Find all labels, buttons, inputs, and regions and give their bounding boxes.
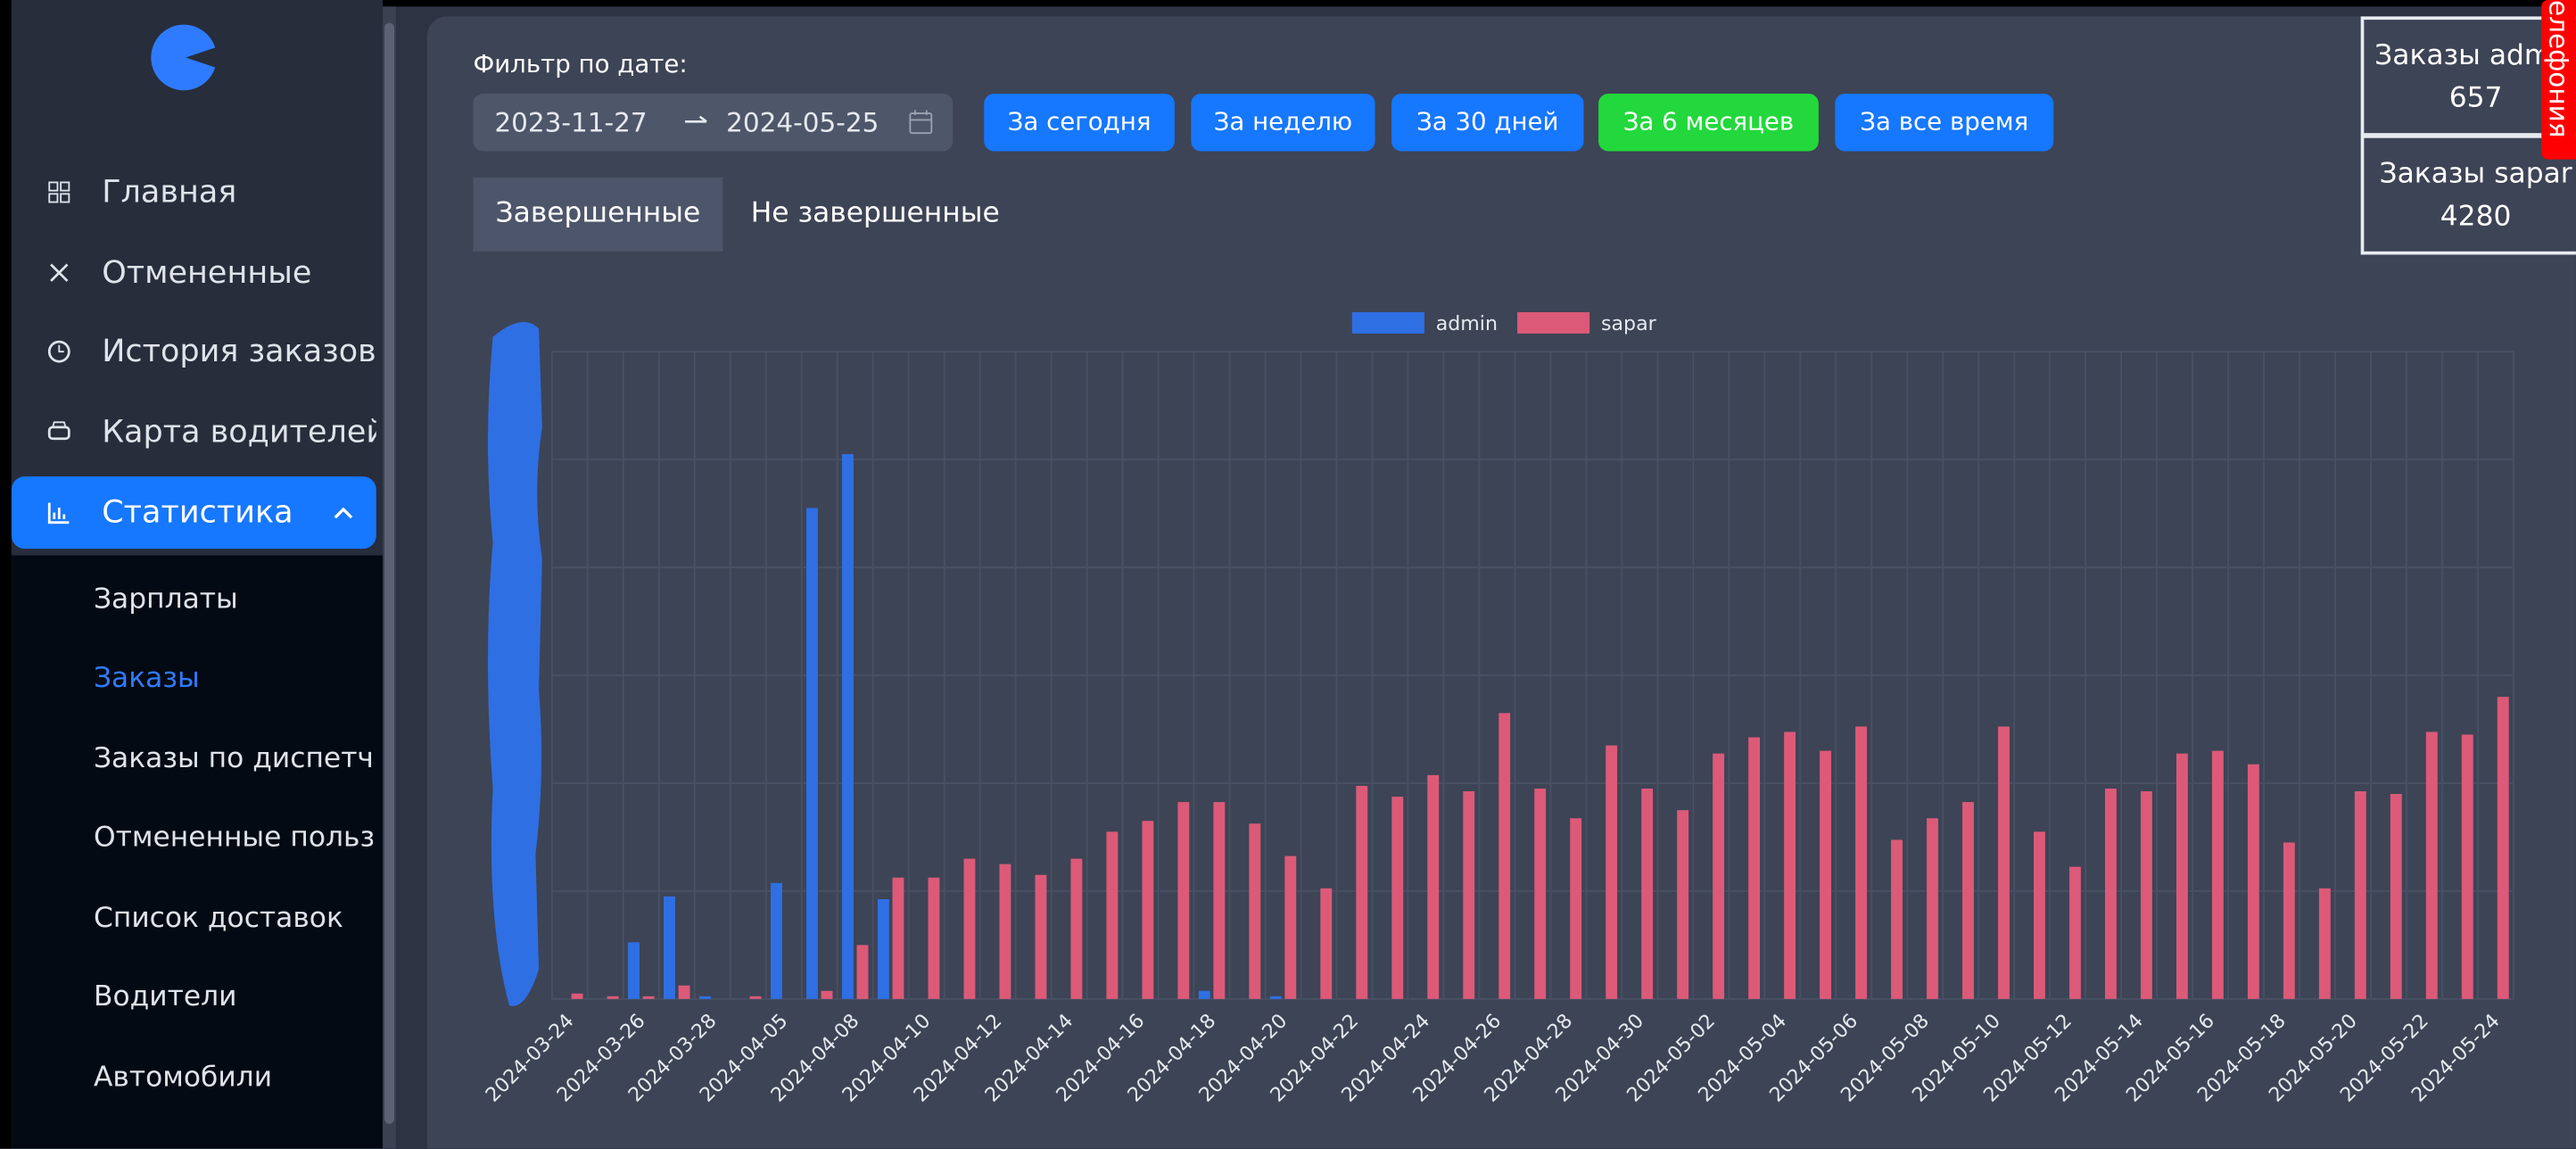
bar [1284,856,1296,999]
bar [1427,775,1439,999]
bar [1606,746,1617,999]
bar [806,508,818,999]
bar [2355,791,2366,999]
legend-swatch [1352,312,1424,334]
bar [1784,732,1796,998]
page: Главная Отмененные История заказов Карта… [0,0,2576,1149]
bar [878,899,889,999]
bar [679,986,690,999]
bar [2212,751,2224,999]
bar [1320,889,1332,999]
bar [964,859,976,999]
bar [2248,765,2259,999]
bar [2141,791,2152,999]
bar [1534,789,1546,999]
bar [1106,831,1118,998]
bar [1570,818,1581,999]
bar [1713,754,1724,999]
bar [1463,791,1474,999]
bar [2069,867,2081,999]
bar [1927,818,1938,999]
bar [1891,839,1903,998]
bar [664,897,675,999]
bar [1641,789,1653,999]
bar [1748,738,1760,999]
bar [1035,875,1046,999]
bar [2105,789,2117,999]
legend-swatch [1517,312,1589,334]
bar [2176,754,2188,999]
legend-label: admin [1436,312,1498,335]
bar [607,996,619,999]
bar [1177,802,1189,999]
bar [2319,889,2331,999]
bar [1213,802,1225,999]
chart: adminsapar2024-03-242024-03-262024-03-28… [0,0,2576,1148]
bar [857,945,869,998]
bar [929,878,940,999]
bar [1998,726,2010,998]
bar [1677,810,1688,999]
legend-label: sapar [1601,312,1657,335]
redaction-scribble [488,322,542,1006]
bar [2426,732,2438,998]
bar [771,883,782,999]
bar [893,878,904,999]
bar [750,996,762,999]
bar [2498,697,2509,999]
bar [2034,831,2045,998]
bar [1270,996,1282,999]
bar [1199,991,1210,999]
bar [1356,786,1367,999]
bar [1499,713,1510,999]
bar [2390,794,2402,999]
bar [1855,726,1867,998]
bar [1249,823,1260,999]
bar [1820,751,1831,999]
bar [1962,802,1974,999]
bar [572,994,583,999]
bar [1070,859,1082,999]
bar [2462,734,2473,998]
bar [643,996,655,999]
bar [1142,821,1153,999]
bar [628,942,640,998]
bar [2283,842,2295,998]
bar [1391,797,1403,999]
bar [699,996,711,999]
screen: Главная Отмененные История заказов Карта… [0,0,2576,1148]
bar [822,991,833,999]
bar [999,864,1011,999]
bar [842,454,854,999]
